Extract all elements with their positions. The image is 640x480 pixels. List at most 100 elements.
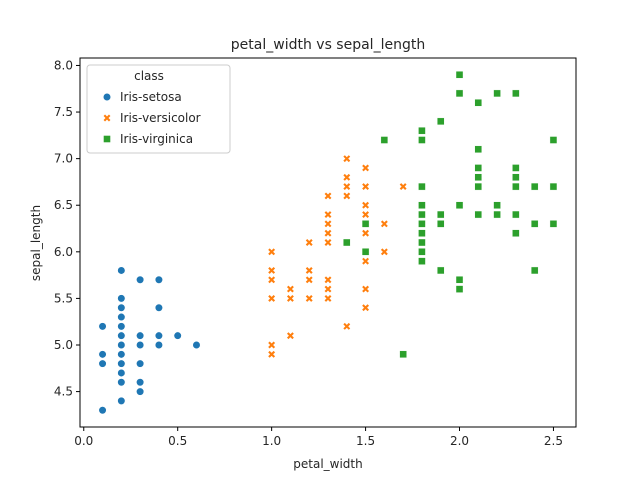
data-point [361, 248, 370, 256]
data-point [512, 229, 520, 237]
data-point [530, 220, 539, 228]
data-point [268, 248, 276, 256]
x-tick-label: 0.0 [74, 434, 93, 448]
x-tick-label: 0.5 [168, 434, 187, 448]
chart-title: petal_width vs sepal_length [231, 37, 425, 53]
data-point [343, 238, 351, 247]
data-point [154, 275, 164, 284]
data-point [362, 211, 370, 218]
legend-label: Iris-versicolor [120, 111, 201, 125]
data-point [418, 182, 426, 191]
data-point [117, 396, 126, 406]
data-point [437, 117, 445, 126]
data-point [437, 266, 445, 275]
data-point [474, 99, 483, 107]
data-point [512, 164, 520, 172]
data-point [455, 201, 464, 209]
data-point [268, 341, 276, 349]
data-point [343, 322, 351, 330]
data-point [549, 182, 558, 191]
data-point [305, 294, 313, 302]
legend-entry: Iris-versicolor [103, 111, 201, 125]
x-tick-label: 1.5 [356, 434, 375, 448]
data-point [117, 350, 126, 359]
data-point [418, 126, 426, 135]
data-point [324, 220, 332, 228]
series-iris-virginica [343, 71, 558, 359]
data-point [437, 220, 445, 228]
data-point [173, 331, 182, 340]
y-tick-label: 6.5 [54, 198, 73, 212]
data-point [136, 359, 145, 368]
y-tick-label: 7.5 [54, 105, 73, 119]
data-point [268, 350, 276, 358]
data-point [474, 145, 483, 154]
data-point [117, 303, 126, 312]
data-point [98, 322, 107, 331]
legend-entry: Iris-virginica [103, 132, 193, 146]
data-point [343, 173, 351, 181]
data-point [380, 220, 388, 228]
data-point [530, 266, 539, 275]
legend-entry: Iris-setosa [102, 90, 182, 104]
data-point [324, 239, 332, 246]
legend: class Iris-setosa Iris-versicolor Iris-vir… [86, 64, 231, 154]
data-point [136, 331, 145, 340]
data-point [362, 183, 370, 191]
y-tick-label: 7.0 [54, 152, 73, 166]
y-axis-label: sepal_length [29, 205, 43, 281]
data-point [136, 378, 145, 387]
data-point [98, 359, 107, 368]
data-point [268, 294, 276, 302]
data-point [324, 192, 332, 200]
data-point [117, 378, 126, 387]
data-point [361, 220, 370, 228]
legend-title: class [134, 69, 164, 83]
data-point [98, 406, 107, 415]
data-point [455, 285, 464, 293]
data-point [343, 183, 351, 191]
data-point [286, 294, 294, 302]
data-point [154, 340, 164, 350]
data-point [474, 210, 483, 219]
data-point [324, 294, 332, 302]
data-point [455, 276, 464, 284]
data-point [324, 285, 332, 293]
data-point [549, 220, 558, 228]
data-point [418, 210, 426, 219]
data-point [399, 350, 407, 359]
data-point [493, 89, 501, 98]
data-point [305, 239, 313, 246]
data-point [437, 210, 445, 219]
data-point [455, 71, 464, 79]
x-tick-label: 2.5 [544, 434, 563, 448]
y-axis-ticks: 4.5 5.0 5.5 6.0 6.5 7.0 7.5 8.0 [54, 58, 80, 399]
data-point [343, 155, 351, 163]
data-point [474, 173, 483, 181]
legend-box [86, 64, 231, 154]
data-point [117, 331, 126, 340]
legend-marker [103, 114, 111, 122]
x-tick-label: 2.0 [450, 434, 469, 448]
data-point [286, 285, 294, 293]
data-point [512, 210, 520, 219]
data-point [154, 331, 164, 340]
data-point [418, 136, 426, 144]
y-tick-label: 5.5 [54, 291, 73, 305]
data-point [117, 359, 126, 368]
data-point [418, 257, 426, 265]
y-tick-label: 4.5 [54, 385, 73, 399]
data-point [493, 201, 501, 209]
legend-marker [103, 135, 111, 143]
data-point [136, 275, 145, 284]
data-point [136, 387, 145, 396]
x-tick-label: 1.0 [262, 434, 281, 448]
x-axis-label: petal_width [293, 457, 362, 471]
y-tick-label: 8.0 [54, 58, 73, 72]
legend-label: Iris-virginica [120, 132, 193, 146]
data-point [117, 266, 126, 275]
data-point [286, 332, 294, 340]
data-point [343, 192, 351, 200]
plot-frame [79, 57, 577, 428]
data-point [512, 182, 520, 191]
